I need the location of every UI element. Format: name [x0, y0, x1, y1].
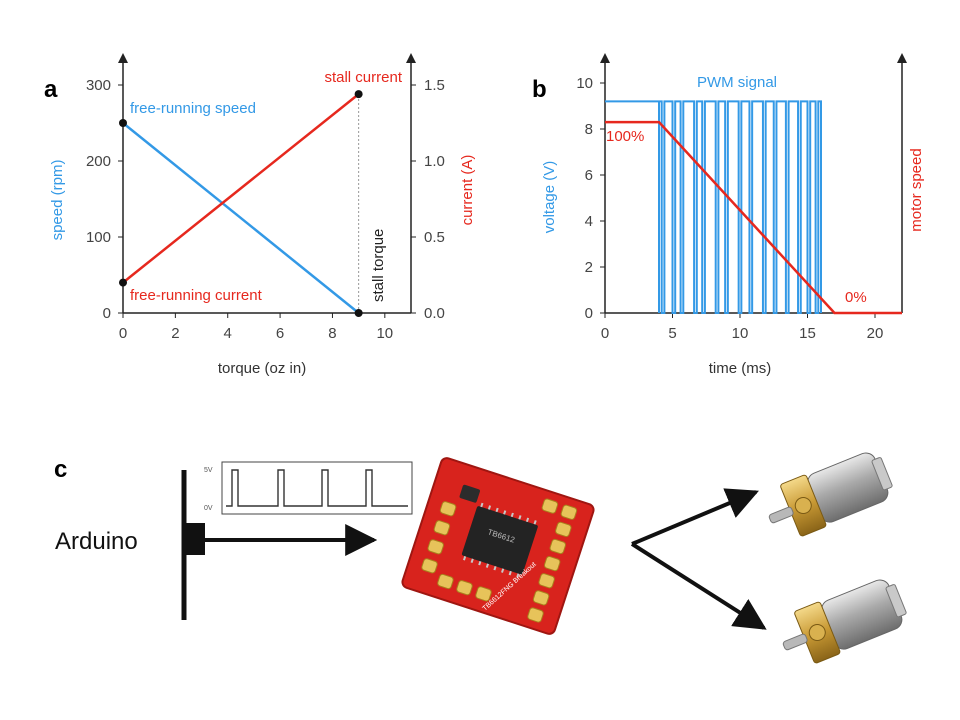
panel-a-left-tick-label: 100 — [86, 229, 111, 246]
series-current-line — [122, 93, 360, 284]
panel-b-x-tick-label: 20 — [867, 325, 884, 342]
panel-a-left-tick-label: 200 — [86, 153, 111, 170]
motor-bottom-endcap — [885, 584, 907, 618]
annotation-stall-current: stall current — [324, 69, 402, 86]
panel-b-left-axis-label: voltage (V) — [541, 161, 558, 234]
waveform-low-label: 0V — [204, 505, 213, 512]
panel-a-left-tick-label: 0 — [103, 305, 111, 322]
panel-b-left-tick-label: 4 — [585, 213, 593, 230]
gear-motor-top — [768, 452, 893, 537]
waveform-trace — [226, 469, 408, 507]
panel-b-left-tick-label: 2 — [585, 259, 593, 276]
panel-b-x-tick-label: 0 — [601, 325, 609, 342]
panel-b-left-ticks: 0 2 4 6 8 10 — [576, 75, 605, 322]
series-motor-speed-line — [605, 120, 902, 315]
panel-b-left-tick-label: 8 — [585, 121, 593, 138]
point-stall-current — [354, 90, 363, 99]
panel-b-x-tick-label: 15 — [799, 325, 816, 342]
panel-c-letter: c — [54, 456, 67, 483]
panel-a-x-tick-label: 2 — [171, 325, 179, 342]
panel-a-x-tick-label: 0 — [119, 325, 127, 342]
panel-a-left-tick-label: 300 — [86, 77, 111, 94]
motor-driver-board: TB6612 TB6612FNG Breakout — [401, 457, 595, 635]
annotation-stall-torque: stall torque — [370, 229, 387, 302]
driver-to-motor-top-arrow — [631, 488, 759, 546]
panel-a-right-axis-label: current (A) — [459, 155, 476, 226]
arduino-pin-block — [184, 523, 205, 555]
panel-b-x-tick-label: 10 — [732, 325, 749, 342]
panel-b-left-tick-label: 0 — [585, 305, 593, 322]
driver-chip — [461, 506, 538, 575]
panel-a-torque-chart: a 0 2 4 6 8 10 0 100 200 300 0.0 0.5 1.0 1.5 torque… — [44, 53, 476, 377]
board-small-component — [459, 484, 480, 503]
panel-a-series — [119, 90, 363, 317]
panel-a-right-axis-arrow — [406, 53, 416, 63]
panel-a-x-tick-label: 4 — [224, 325, 232, 342]
panel-b-right-axis-label: motor speed — [908, 148, 925, 231]
panel-a-right-tick-label: 1.0 — [424, 153, 445, 170]
motor-top-endcap — [871, 457, 893, 491]
panel-b-pwm-signal — [605, 100, 822, 314]
driver-to-motor-bottom-arrow — [630, 542, 767, 630]
panel-b-x-tick-label: 5 — [668, 325, 676, 342]
motor-top-shaft — [768, 506, 794, 524]
panel-a-right-tick-label: 0.5 — [424, 229, 445, 246]
panel-b-axes — [600, 53, 907, 314]
panel-b-x-ticks: 0 5 10 15 20 — [601, 313, 884, 342]
panel-a-left-axis-arrow — [118, 53, 128, 63]
motor-bottom-shaft — [782, 633, 808, 651]
panel-b-pwm-chart: b 0 5 10 15 20 0 2 4 6 8 10 time (ms) voltage (V)… — [532, 53, 925, 377]
panel-a-right-tick-label: 0.0 — [424, 305, 445, 322]
panel-b-series — [605, 120, 902, 315]
panel-b-x-axis-label: time (ms) — [709, 360, 772, 377]
panel-b-letter: b — [532, 76, 547, 103]
panel-a-right-ticks: 0.0 0.5 1.0 1.5 — [411, 77, 445, 322]
panel-a-left-axis-label: speed (rpm) — [49, 160, 66, 241]
annotation-pwm-signal: PWM signal — [697, 74, 777, 91]
panel-a-right-tick-label: 1.5 — [424, 77, 445, 94]
pwm-waveform-inset: 5V 0V — [204, 461, 413, 515]
panel-c-diagram: c Arduino 5V 0V — [54, 452, 907, 664]
annotation-end-percent: 0% — [845, 289, 867, 306]
panel-b-right-axis-arrow — [897, 53, 907, 63]
point-stall-torque — [354, 309, 363, 317]
panel-a-axes — [118, 53, 416, 314]
panel-a-x-axis-label: torque (oz in) — [218, 360, 306, 377]
point-free-running-current — [119, 278, 127, 287]
chip-pins — [463, 502, 537, 578]
panel-b-left-axis-arrow — [600, 53, 610, 63]
panel-a-left-ticks: 0 100 200 300 — [86, 77, 123, 322]
panel-a-x-tick-label: 6 — [276, 325, 284, 342]
panel-b-left-tick-label: 10 — [576, 75, 593, 92]
panel-b-left-tick-label: 6 — [585, 167, 593, 184]
panel-a-x-tick-label: 10 — [376, 325, 393, 342]
series-pwm-voltage-line — [605, 100, 822, 314]
annotation-free-running-current: free-running current — [130, 287, 263, 304]
panel-a-letter: a — [44, 76, 58, 103]
annotation-start-percent: 100% — [606, 128, 644, 145]
series-speed-line — [122, 122, 360, 314]
panel-a-x-tick-label: 8 — [328, 325, 336, 342]
board-pads — [421, 498, 578, 623]
arduino-label: Arduino — [55, 528, 138, 555]
gear-motor-bottom — [782, 579, 907, 664]
waveform-high-label: 5V — [204, 467, 213, 474]
point-free-running-speed — [119, 119, 127, 127]
panel-a-x-ticks: 0 2 4 6 8 10 — [119, 313, 393, 342]
annotation-free-running-speed: free-running speed — [130, 100, 256, 117]
